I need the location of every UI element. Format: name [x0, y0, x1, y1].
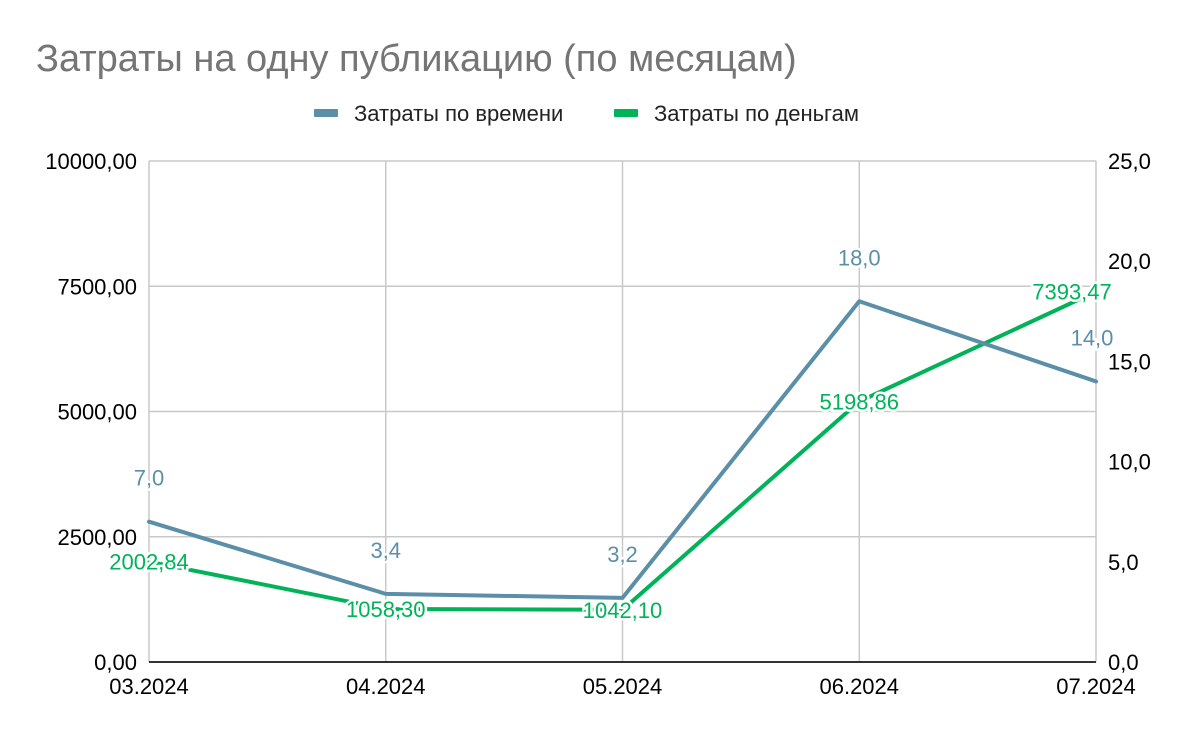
x-tick-label: 05.2024 — [583, 674, 663, 699]
right-tick-label: 5,0 — [1108, 550, 1139, 575]
legend-swatch-money — [614, 109, 638, 117]
chart-title: Затраты на одну публикацию (по месяцам) — [36, 38, 797, 80]
grid — [148, 160, 1097, 663]
series-lines — [147, 289, 1098, 612]
legend-label-time: Затраты по времени — [354, 101, 563, 126]
data-label-time: 18,0 — [838, 245, 881, 270]
left-tick-label: 5000,00 — [57, 400, 137, 425]
x-tick-label: 07.2024 — [1056, 674, 1136, 699]
right-tick-label: 25,0 — [1108, 149, 1151, 174]
data-label-money: 1058,30 — [346, 597, 426, 622]
data-label-time: 3,4 — [370, 538, 401, 563]
left-tick-label: 0,00 — [94, 650, 137, 675]
data-label-time: 14,0 — [1071, 325, 1114, 350]
right-axis: 0,0 5,0 10,0 15,0 20,0 25,0 — [1108, 149, 1151, 675]
data-label-time: 7,0 — [134, 466, 165, 491]
right-tick-label: 10,0 — [1108, 450, 1151, 475]
data-label-money: 1042,10 — [583, 598, 663, 623]
data-label-money: 7393,47 — [1032, 280, 1112, 305]
data-label-money: 5198,86 — [819, 390, 899, 415]
x-tick-label: 06.2024 — [819, 674, 899, 699]
data-label-time: 3,2 — [607, 542, 638, 567]
left-tick-label: 2500,00 — [57, 525, 137, 550]
right-tick-label: 15,0 — [1108, 349, 1151, 374]
left-axis: 0,00 2500,00 5000,00 7500,00 10000,00 — [45, 149, 137, 675]
left-tick-label: 10000,00 — [45, 149, 137, 174]
x-tick-label: 03.2024 — [109, 674, 189, 699]
series-line-time — [147, 299, 1098, 600]
right-tick-label: 20,0 — [1108, 249, 1151, 274]
legend-swatch-time — [314, 109, 338, 117]
x-tick-label: 04.2024 — [346, 674, 426, 699]
right-tick-label: 0,0 — [1108, 650, 1139, 675]
x-axis: 03.2024 04.2024 05.2024 06.2024 07.2024 — [109, 674, 1136, 699]
data-label-money: 2002,84 — [109, 550, 189, 575]
data-labels: 7,0 3,4 3,2 18,0 14,0 2002,84 1058,30 1042,10 51… — [107, 243, 1116, 626]
left-tick-label: 7500,00 — [57, 274, 137, 299]
legend-label-money: Затраты по деньгам — [654, 101, 859, 126]
legend: Затраты по времени Затраты по деньгам — [314, 101, 859, 126]
series-line-money — [147, 289, 1098, 612]
